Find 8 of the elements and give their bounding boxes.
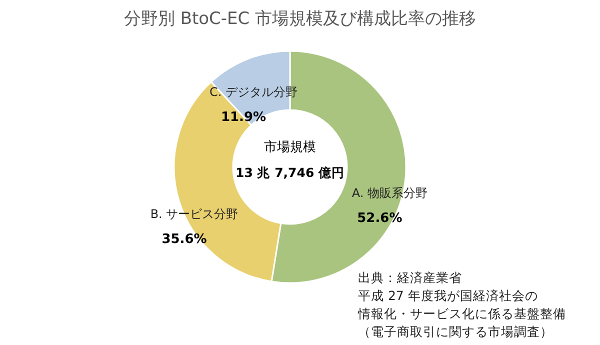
text: 市場規模 bbox=[264, 140, 316, 155]
text: 13 兆 7,746 億円 bbox=[236, 165, 344, 180]
source-note: 出典：経済産業省 bbox=[358, 270, 462, 285]
data-label: 11.9% bbox=[220, 110, 266, 125]
text: （電子商取引に関する市場調査） bbox=[358, 324, 553, 339]
text: 情報化・サービス化に係る基盤整備 bbox=[357, 306, 566, 321]
chart-title: 分野別 BtoC-EC 市場規模及び構成比率の推移 bbox=[124, 9, 476, 29]
text: 平成 27 年度我が国経済社会の bbox=[358, 288, 538, 303]
